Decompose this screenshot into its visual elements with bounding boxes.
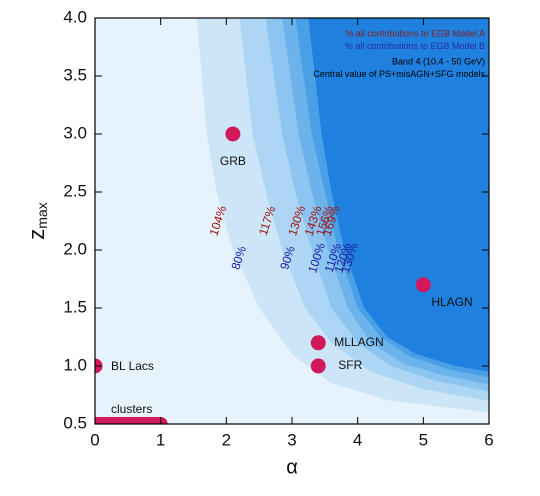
legend-text: % all contributions to EGB Model A [345,28,485,38]
clusters-label: clusters [111,402,152,416]
x-tick-label: 2 [222,430,231,449]
legend-text: % all contributions to EGB Model B [345,41,485,51]
x-tick-label: 4 [353,430,362,449]
x-tick-label: 3 [287,430,296,449]
point-label: BL Lacs [111,359,154,373]
y-tick-label: 4.0 [63,7,87,26]
y-tick-label: 2.0 [63,239,87,258]
legend-text: Central value of PS+misAGN+SFG models [313,69,485,79]
point-label: MLLAGN [334,335,383,349]
point [310,335,326,351]
plot-area [95,18,489,424]
x-tick-label: 5 [419,430,428,449]
y-tick-label: 3.0 [63,123,87,142]
y-tick-label: 1.0 [63,355,87,374]
y-tick-label: 1.5 [63,297,87,316]
y-tick-label: 0.5 [63,413,87,432]
y-axis-label-sub: max [34,202,50,228]
point [225,126,241,142]
y-tick-label: 2.5 [63,181,87,200]
point [310,358,326,374]
point-label: GRB [220,154,246,168]
point-label: HLAGN [431,295,472,309]
y-axis-label-base: z [24,229,49,240]
point [415,277,431,293]
x-tick-label: 0 [90,430,99,449]
y-axis-label: zmax [24,202,50,239]
x-tick-label: 1 [156,430,165,449]
x-tick-label: 6 [484,430,493,449]
contour-band [308,18,489,372]
y-tick-label: 3.5 [63,65,87,84]
x-axis-label: α [286,456,298,478]
point-label: SFR [338,358,362,372]
legend-text: Band 4 (10.4 - 50 GeV) [392,56,485,66]
